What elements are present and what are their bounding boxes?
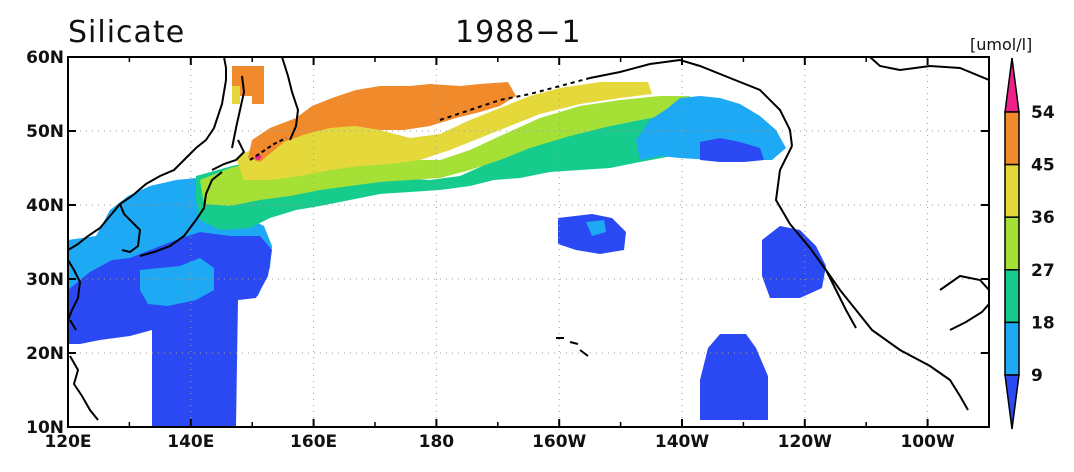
field-yellow-36-45 xyxy=(236,82,652,180)
colorbar-label: 27 xyxy=(1031,261,1055,281)
coast-kamchatka xyxy=(281,57,300,141)
coast-kurils xyxy=(249,137,287,161)
coast-alaska xyxy=(589,58,793,147)
title-variable: Silicate xyxy=(68,15,185,50)
coast-asia-south xyxy=(68,259,82,321)
colorbar-label: 18 xyxy=(1031,313,1055,333)
field-california-0-9 xyxy=(762,226,826,298)
field-lime-27-36 xyxy=(200,96,690,206)
title-date: 1988−1 xyxy=(455,15,582,50)
field-kuroshio-9-18 xyxy=(140,258,214,306)
colorbar-swatch xyxy=(1004,321,1020,376)
coast-north-rim xyxy=(869,57,989,81)
coast-northamerica xyxy=(774,145,969,411)
field-central-9-18 xyxy=(586,220,606,236)
x-tick-label: 160E xyxy=(290,432,337,452)
colorbar-swatch xyxy=(1004,111,1020,166)
coast-korea xyxy=(119,203,142,254)
coastlines xyxy=(68,57,989,421)
x-tick-label: 180 xyxy=(419,432,455,452)
coast-taiwan xyxy=(69,319,77,331)
coast-baja xyxy=(825,269,857,329)
x-tick-label: 120E xyxy=(44,432,91,452)
colorbar-swatch xyxy=(1004,216,1020,271)
coast-mexico-south xyxy=(949,303,989,331)
field-orange-45-54 xyxy=(248,82,516,162)
y-tick-label: 10N xyxy=(26,418,64,438)
colorbar-label: 36 xyxy=(1031,208,1055,228)
silicate-field-layer xyxy=(68,66,826,426)
colorbar-bottom-arrow xyxy=(1004,374,1020,430)
field-tropical-0-9 xyxy=(700,334,768,420)
y-tick-label: 20N xyxy=(26,344,64,364)
coast-hokkaido xyxy=(211,139,246,171)
coast-honshu xyxy=(139,171,223,257)
colorbar-label: 45 xyxy=(1031,156,1055,176)
colorbar-swatch xyxy=(1004,163,1020,218)
x-axis: 120E 140E 160E 180 160W 140W 120W 100W xyxy=(44,57,955,452)
x-tick-label: 100W xyxy=(900,432,954,452)
y-tick-label: 60N xyxy=(26,48,64,68)
x-tick-label: 140W xyxy=(655,432,709,452)
coast-asia xyxy=(68,57,227,251)
colorbar-swatch xyxy=(1004,269,1020,324)
colorbar-label: 54 xyxy=(1031,103,1055,123)
field-okhotsk-edge xyxy=(232,86,240,104)
coast-sakhalin xyxy=(231,75,246,149)
field-alaska-9-18 xyxy=(636,96,786,160)
field-alaska-0-9 xyxy=(700,138,764,162)
y-axis: 60N 50N 40N 30N 20N 10N xyxy=(26,48,989,438)
colorbar-units: [umol/l] xyxy=(970,35,1032,54)
coast-mexico xyxy=(939,274,989,291)
colorbar-label: 9 xyxy=(1031,366,1043,386)
colorbar-top-arrow xyxy=(1004,57,1020,113)
x-tick-label: 140E xyxy=(167,432,214,452)
coast-hawaii xyxy=(556,337,589,357)
y-tick-label: 50N xyxy=(26,122,64,142)
x-tick-label: 160W xyxy=(532,432,586,452)
plot-frame xyxy=(67,56,990,428)
coast-aleutians xyxy=(439,77,591,121)
field-green-18-27 xyxy=(196,114,700,230)
y-tick-label: 40N xyxy=(26,196,64,216)
x-tick-label: 120W xyxy=(778,432,832,452)
y-tick-label: 30N xyxy=(26,270,64,290)
coast-philippines xyxy=(69,355,99,421)
field-west-0-9 xyxy=(68,232,272,426)
colorbar: 54 45 36 27 18 9 xyxy=(1004,57,1055,430)
